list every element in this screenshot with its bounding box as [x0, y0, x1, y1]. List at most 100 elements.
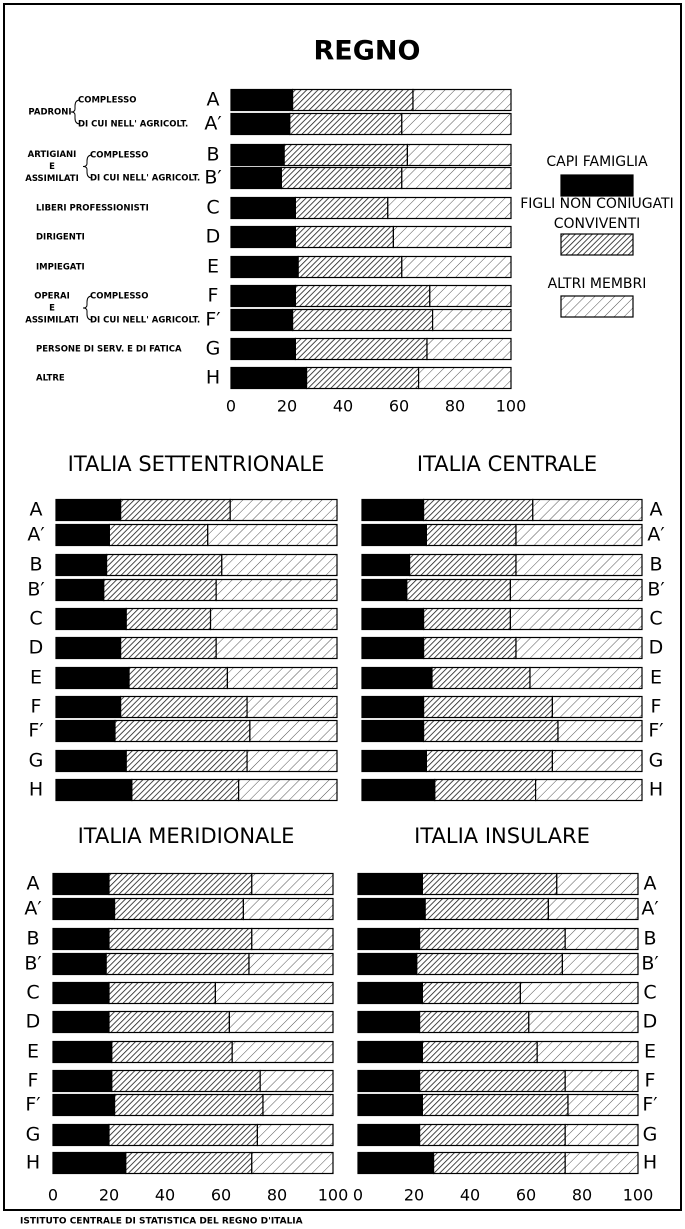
bar-segment	[357, 1093, 424, 1117]
bar-segment	[561, 952, 639, 976]
bar-segment	[256, 1123, 334, 1147]
category-label: C	[643, 982, 656, 1004]
bar-segment	[52, 1123, 110, 1147]
category-label: H	[206, 367, 220, 389]
footer: ISTITUTO CENTRALE DI STATISTICA DEL REGN…	[20, 1217, 303, 1227]
bar-segment	[401, 112, 512, 136]
bar-segment	[556, 872, 639, 896]
row-label: PERSONE DI SERV. E DI FATICA	[36, 345, 182, 355]
bar-segment	[406, 578, 511, 602]
bar-segment	[52, 897, 116, 921]
bar-segment	[294, 196, 389, 220]
category-label: G	[26, 1124, 41, 1146]
bar-segment	[361, 523, 428, 547]
bar-segment	[361, 636, 425, 660]
row-label: DIRIGENTI	[36, 233, 85, 243]
bar-segment	[113, 1093, 264, 1117]
bar-segment	[120, 695, 248, 719]
bar-segment	[357, 897, 426, 921]
category-label: B′	[641, 953, 658, 975]
bar-segment	[425, 749, 553, 773]
category-label: G	[206, 338, 221, 360]
bar-segment	[423, 498, 534, 522]
category-label: C	[206, 197, 219, 219]
category-label: H	[29, 779, 43, 801]
x-tick-label: 40	[333, 397, 353, 416]
bar-segment	[423, 636, 517, 660]
bar-segment	[229, 498, 338, 522]
row-label: ALTRE	[36, 374, 65, 384]
legend-swatch	[560, 174, 634, 197]
bar-segment	[108, 872, 253, 896]
bar-segment	[113, 897, 245, 921]
bar-segment	[564, 1151, 639, 1175]
bar-segment	[108, 927, 253, 951]
bar-segment	[214, 981, 334, 1005]
category-label: B	[643, 928, 656, 950]
bar-segment	[262, 1093, 334, 1117]
legend-label: CAPI FAMIGLIA	[546, 154, 648, 170]
bar-segment	[534, 778, 643, 802]
bar-segment	[387, 196, 512, 220]
x-tick-label: 20	[404, 1186, 424, 1205]
category-label: A′	[641, 898, 658, 920]
bar-segment	[431, 666, 531, 690]
bar-segment	[230, 284, 297, 308]
category-label: B′	[27, 579, 44, 601]
row-group-label: E	[49, 162, 55, 172]
bar-segment	[557, 719, 643, 743]
chart-title: ITALIA MERIDIONALE	[78, 824, 295, 848]
bar-segment	[55, 553, 108, 577]
bar-segment	[294, 284, 431, 308]
bar-segment	[419, 1069, 566, 1093]
chart-title: ITALIA SETTENTRIONALE	[68, 452, 325, 476]
bar-segment	[55, 523, 110, 547]
x-tick-label: 80	[445, 397, 465, 416]
bar-segment	[251, 1151, 334, 1175]
bar-segment	[401, 166, 512, 190]
row-group-label: ASSIMILATI	[25, 316, 79, 326]
category-label: D	[29, 637, 44, 659]
category-label: B	[29, 554, 42, 576]
bar-segment	[361, 749, 428, 773]
bar-segment	[509, 607, 643, 631]
x-tick-label: 0	[226, 397, 236, 416]
x-tick-label: 0	[353, 1186, 363, 1205]
category-label: F	[208, 285, 219, 307]
category-label: C	[649, 608, 662, 630]
bar-segment	[108, 1010, 231, 1034]
bar-segment	[111, 1040, 233, 1064]
bar-segment	[259, 1069, 334, 1093]
bar-segment	[392, 225, 512, 249]
bar-segment	[401, 255, 512, 279]
bar-segment	[529, 666, 643, 690]
bar-segment	[412, 88, 512, 112]
bar-segment	[421, 1093, 569, 1117]
bar-segment	[230, 166, 283, 190]
bar-segment	[230, 112, 291, 136]
row-group-label: PADRONI	[28, 108, 71, 118]
x-tick-label: 60	[389, 397, 409, 416]
bar-segment	[55, 498, 122, 522]
bar-segment	[294, 225, 394, 249]
bar-segment	[357, 1069, 421, 1093]
bar-segment	[361, 578, 408, 602]
bar-segment	[55, 607, 127, 631]
category-label: B	[206, 144, 219, 166]
category-label: A	[30, 499, 43, 521]
bar-segment	[426, 337, 512, 361]
category-label: C	[26, 982, 39, 1004]
category-label: D	[206, 226, 221, 248]
category-label: B′	[204, 167, 221, 189]
category-label: C	[29, 608, 42, 630]
bar-segment	[52, 952, 107, 976]
bar-segment	[209, 607, 338, 631]
bar-segment	[108, 1123, 258, 1147]
row-label: IMPIEGATI	[36, 263, 85, 273]
category-label: A	[207, 89, 220, 111]
bar-segment	[52, 1093, 116, 1117]
row-label: LIBERI PROFESSIONISTI	[36, 204, 149, 214]
bar-segment	[361, 553, 411, 577]
x-tick-label: 100	[318, 1186, 349, 1205]
